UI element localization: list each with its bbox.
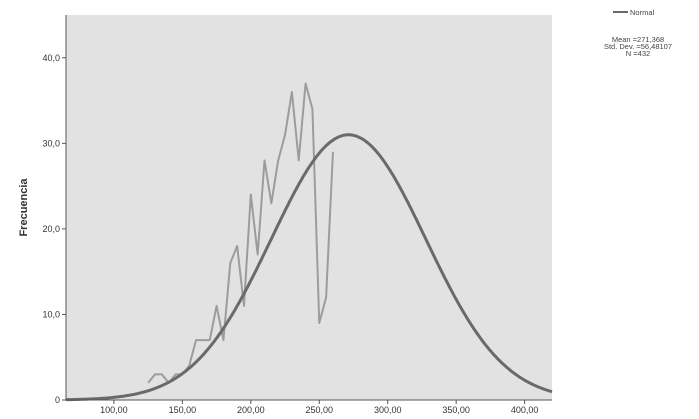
x-tick-label: 400,00: [511, 405, 539, 415]
x-tick-label: 150,00: [169, 405, 197, 415]
legend-entry-normal: Normal: [630, 8, 655, 17]
x-tick-label: 100,00: [100, 405, 128, 415]
x-tick-label: 250,00: [306, 405, 334, 415]
plot-area: [66, 15, 552, 400]
y-tick-label: 20,0: [42, 224, 60, 234]
legend-stat-std-dev: Std. Dev. =56,48107: [604, 42, 672, 51]
y-tick-label: 30,0: [42, 138, 60, 148]
x-tick-label: 350,00: [442, 405, 470, 415]
y-tick-label: 10,0: [42, 309, 60, 319]
x-axis-ticks: 100,00 150,00 200,00 250,00 300,00 350,00 400,…: [100, 400, 538, 415]
legend-stat-n: N =432: [626, 49, 650, 58]
normal-curve: [65, 133, 553, 402]
x-tick-label: 300,00: [374, 405, 402, 415]
y-tick-label: 40,0: [42, 53, 60, 63]
y-axis-title: Frecuencia: [18, 178, 30, 237]
y-tick-label: 0: [55, 395, 60, 405]
y-axis-ticks: 0 10,0 20,0 30,0 40,0: [42, 53, 66, 405]
legend-stat-mean: Mean =271,368: [612, 35, 664, 44]
legend: Normal Mean =271,368 Std. Dev. =56,48107…: [604, 8, 672, 58]
x-tick-label: 200,00: [237, 405, 265, 415]
